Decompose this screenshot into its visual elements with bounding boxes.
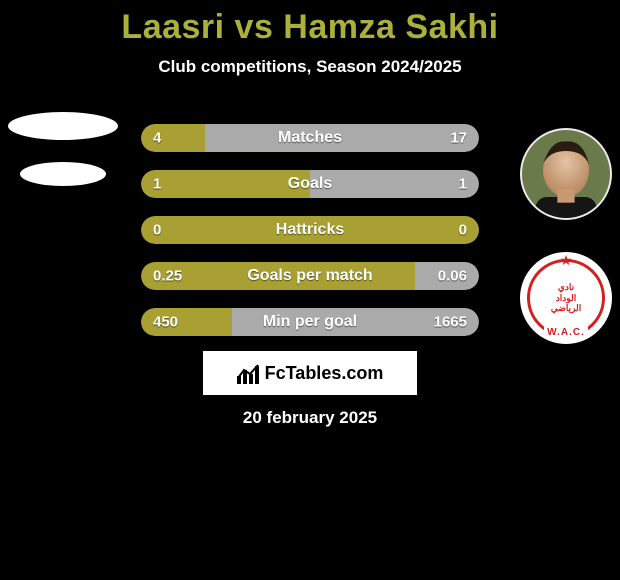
- brand-text: FcTables.com: [265, 363, 384, 384]
- stat-fill-left: [141, 124, 205, 152]
- club-code: W.A.C.: [544, 327, 588, 338]
- stat-value-right: 1665: [434, 314, 467, 331]
- date-text: 20 february 2025: [243, 408, 377, 428]
- person-icon: [522, 130, 610, 218]
- subtitle: Club competitions, Season 2024/2025: [0, 57, 620, 77]
- stat-label: Matches: [278, 129, 342, 147]
- star-icon: ★: [560, 252, 573, 269]
- stat-fill-right: [310, 170, 479, 198]
- left-player-column: [8, 112, 118, 186]
- brand-box[interactable]: FcTables.com: [202, 350, 418, 396]
- stat-fill-left: [141, 170, 310, 198]
- stat-value-left: 0: [153, 222, 161, 239]
- comparison-card: Laasri vs Hamza Sakhi Club competitions,…: [0, 0, 620, 580]
- right-player-avatar: [520, 128, 612, 220]
- stat-bar: 0.25 0.06 Goals per match: [140, 261, 480, 291]
- stat-value-right: 17: [450, 130, 467, 147]
- stat-label: Hattricks: [276, 221, 344, 239]
- stat-bar: 4 17 Matches: [140, 123, 480, 153]
- stat-fill-right: [205, 124, 479, 152]
- right-club-badge: ★ ناديالودادالرياضي W.A.C.: [520, 252, 612, 344]
- chart-icon: [237, 362, 259, 384]
- stat-value-right: 0: [459, 222, 467, 239]
- stat-value-right: 1: [459, 176, 467, 193]
- stat-label: Goals per match: [247, 267, 372, 285]
- left-club-avatar-placeholder: [20, 162, 106, 186]
- stat-value-left: 0.25: [153, 268, 182, 285]
- stat-label: Goals: [288, 175, 332, 193]
- stat-bar: 1 1 Goals: [140, 169, 480, 199]
- page-title: Laasri vs Hamza Sakhi: [0, 0, 620, 47]
- stats-bars: 4 17 Matches 1 1 Goals 0 0 Hattricks 0.25 0.06 Goal…: [140, 123, 480, 337]
- stat-value-left: 4: [153, 130, 161, 147]
- club-arabic-text: ناديالودادالرياضي: [551, 282, 582, 313]
- stat-bar: 0 0 Hattricks: [140, 215, 480, 245]
- stat-value-right: 0.06: [438, 268, 467, 285]
- right-player-column: ★ ناديالودادالرياضي W.A.C.: [520, 128, 612, 344]
- stat-bar: 450 1665 Min per goal: [140, 307, 480, 337]
- left-player-avatar-placeholder: [8, 112, 118, 140]
- stat-value-left: 450: [153, 314, 178, 331]
- stat-label: Min per goal: [263, 313, 357, 331]
- stat-value-left: 1: [153, 176, 161, 193]
